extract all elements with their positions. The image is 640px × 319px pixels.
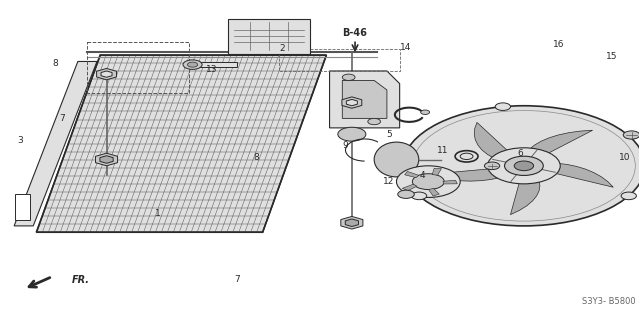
Polygon shape [404, 171, 419, 178]
Circle shape [514, 161, 534, 171]
Circle shape [484, 162, 500, 170]
Circle shape [420, 110, 429, 115]
Polygon shape [95, 153, 118, 166]
Text: 7: 7 [234, 275, 240, 284]
Circle shape [397, 190, 414, 198]
Polygon shape [529, 130, 593, 154]
Circle shape [338, 127, 366, 141]
Polygon shape [97, 69, 116, 80]
Text: 15: 15 [606, 52, 618, 61]
Text: 14: 14 [401, 43, 412, 52]
Polygon shape [554, 163, 613, 187]
Polygon shape [342, 80, 387, 118]
Circle shape [368, 118, 381, 125]
Text: 2: 2 [279, 44, 285, 53]
Text: 7: 7 [59, 114, 65, 123]
Circle shape [342, 74, 355, 80]
Circle shape [623, 131, 640, 139]
Polygon shape [346, 100, 357, 106]
Text: 8: 8 [52, 59, 58, 68]
Text: 1: 1 [155, 209, 161, 218]
Text: 11: 11 [436, 145, 448, 154]
Text: 3: 3 [18, 136, 24, 145]
Circle shape [495, 103, 511, 110]
Text: 10: 10 [619, 153, 630, 162]
Polygon shape [36, 55, 326, 232]
Circle shape [504, 156, 543, 175]
Polygon shape [345, 219, 358, 226]
Text: B-46: B-46 [342, 28, 367, 38]
Polygon shape [100, 156, 113, 163]
Text: 4: 4 [419, 171, 425, 180]
Polygon shape [14, 62, 97, 226]
Polygon shape [429, 189, 439, 196]
Polygon shape [330, 71, 399, 128]
Text: 12: 12 [383, 177, 394, 186]
Polygon shape [342, 97, 362, 108]
Circle shape [396, 166, 460, 197]
Polygon shape [199, 62, 237, 67]
Polygon shape [443, 180, 458, 184]
Circle shape [188, 62, 198, 67]
Polygon shape [511, 181, 540, 215]
Polygon shape [474, 122, 508, 158]
Text: S3Y3- B5800: S3Y3- B5800 [582, 297, 636, 306]
Ellipse shape [374, 142, 419, 177]
Text: 8: 8 [253, 153, 259, 162]
Circle shape [183, 60, 202, 69]
Polygon shape [403, 184, 417, 191]
Circle shape [412, 192, 427, 200]
Text: 5: 5 [386, 130, 392, 139]
Polygon shape [426, 169, 500, 181]
Circle shape [412, 174, 444, 189]
Polygon shape [101, 71, 112, 77]
Circle shape [403, 106, 640, 226]
Polygon shape [432, 168, 442, 175]
Polygon shape [341, 216, 363, 229]
Text: 6: 6 [518, 149, 524, 158]
Text: 9: 9 [342, 141, 348, 150]
Text: 13: 13 [206, 65, 218, 74]
Circle shape [621, 192, 636, 200]
Circle shape [488, 148, 560, 184]
Text: 16: 16 [553, 40, 564, 48]
Text: FR.: FR. [72, 275, 90, 285]
Polygon shape [15, 194, 30, 219]
Polygon shape [228, 19, 310, 54]
